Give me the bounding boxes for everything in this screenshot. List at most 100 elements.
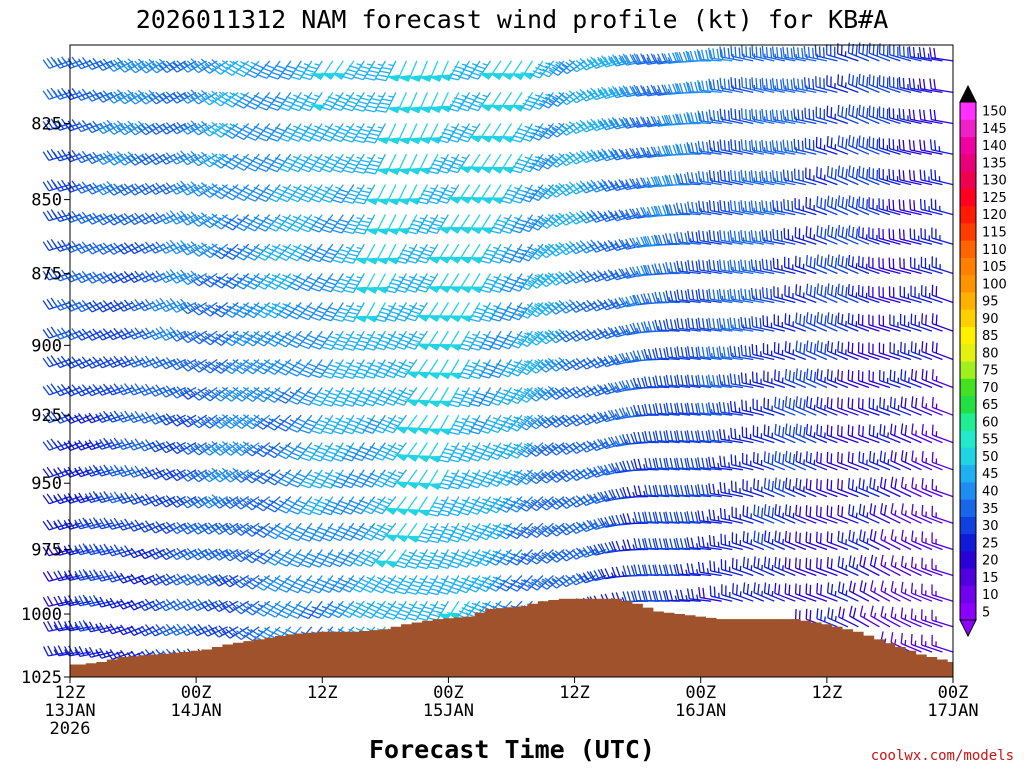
colorbar-swatch (960, 533, 976, 552)
x-tick-label: 00Z (685, 683, 716, 703)
colorbar-swatch (960, 102, 976, 120)
wind-barb (200, 573, 228, 587)
colorbar-swatch (960, 361, 976, 379)
wind-barb (243, 442, 271, 457)
colorbar-label: 60 (982, 415, 999, 430)
wind-barb (95, 58, 123, 71)
wind-barb (84, 569, 113, 582)
y-tick-label: 825 (31, 114, 62, 134)
wind-barb (353, 243, 376, 265)
colorbar-swatch (960, 447, 976, 466)
wind-barb (211, 59, 239, 75)
wind-barbs-layer (42, 42, 954, 662)
wind-barb (84, 120, 113, 134)
wind-barb (393, 522, 418, 543)
wind-barb (383, 387, 407, 406)
wind-barb (243, 496, 271, 511)
wind-barb (426, 600, 449, 621)
wind-barb (190, 330, 218, 345)
wind-barb (415, 359, 439, 379)
wind-barb (201, 243, 229, 259)
colorbar-swatch (960, 395, 976, 414)
y-tick-label: 900 (31, 336, 62, 356)
wind-barb (372, 469, 397, 488)
wind-barb (425, 273, 449, 293)
colorbar-swatch (960, 171, 976, 189)
wind-barb (396, 123, 418, 145)
wind-barb (168, 298, 197, 313)
wind-barb (436, 243, 460, 264)
wind-barb (416, 522, 439, 543)
wind-barb (211, 496, 239, 509)
wind-barb (361, 549, 386, 567)
wind-barb (201, 358, 229, 374)
wind-barb (299, 496, 323, 516)
wind-barb (147, 467, 176, 480)
colorbar-label: 40 (982, 485, 999, 500)
colorbar-label: 80 (982, 346, 999, 361)
wind-barb (374, 123, 397, 145)
wind-barb (383, 414, 407, 434)
wind-barb (427, 60, 449, 82)
wind-barb (406, 123, 428, 145)
wind-barb (417, 92, 439, 114)
colorbar-label: 10 (982, 588, 999, 603)
wind-barb (342, 184, 365, 204)
wind-barb (404, 442, 428, 462)
wind-barb (404, 359, 428, 379)
wind-barb (158, 495, 186, 508)
chart-title: 2026011312 NAM forecast wind profile (kt… (136, 5, 889, 34)
wind-barb (158, 357, 186, 370)
wind-barb (200, 121, 229, 137)
wind-barb (254, 496, 281, 512)
colorbar-label: 50 (982, 450, 999, 465)
colorbar-label: 85 (982, 329, 999, 344)
x-tick-label: 12Z (559, 683, 590, 703)
colorbar-label: 105 (982, 260, 1007, 275)
wind-barb (158, 468, 186, 481)
wind-barb (436, 330, 460, 351)
colorbar-label: 145 (982, 122, 1007, 137)
wind-barb (425, 302, 449, 322)
wind-barb (244, 273, 271, 290)
wind-barb (116, 151, 144, 166)
wind-barb (189, 548, 218, 561)
wind-barb (427, 522, 449, 544)
wind-barb (158, 547, 186, 561)
wind-barb (265, 302, 292, 319)
wind-barb (415, 302, 439, 322)
wind-barb (221, 574, 250, 588)
wind-barb (415, 469, 439, 490)
wind-barb (519, 123, 544, 142)
wind-barb (309, 123, 334, 142)
x-tick-label: 00Z (433, 683, 464, 703)
wind-barb (147, 440, 176, 453)
wind-barb (234, 273, 260, 290)
wind-barb (277, 549, 302, 567)
y-tick-label: 1000 (21, 605, 62, 625)
wind-barb (200, 599, 228, 612)
colorbar-label: 15 (982, 571, 999, 586)
colorbar-label: 30 (982, 519, 999, 534)
wind-barb (394, 330, 418, 350)
wind-barb (243, 548, 271, 564)
wind-barb (168, 150, 197, 165)
wind-barb (254, 387, 281, 403)
wind-barb (74, 181, 102, 194)
wind-barb (137, 89, 165, 105)
colorbar-label: 110 (982, 243, 1007, 258)
x-tick-label: 00Z (938, 683, 969, 703)
wind-barb (405, 302, 428, 322)
colorbar-swatch (960, 412, 976, 431)
wind-barb (352, 387, 376, 407)
x-tick-label: 12Z (811, 683, 842, 703)
wind-barb (147, 494, 176, 507)
colorbar-max-arrow (959, 84, 977, 103)
colorbar-label: 5 (982, 605, 990, 620)
colorbar-swatch (960, 153, 976, 172)
wind-barb (364, 153, 386, 175)
wind-barb (279, 60, 302, 80)
wind-barb (309, 273, 334, 292)
colorbar-swatch (960, 309, 976, 327)
wind-barb (364, 243, 386, 265)
